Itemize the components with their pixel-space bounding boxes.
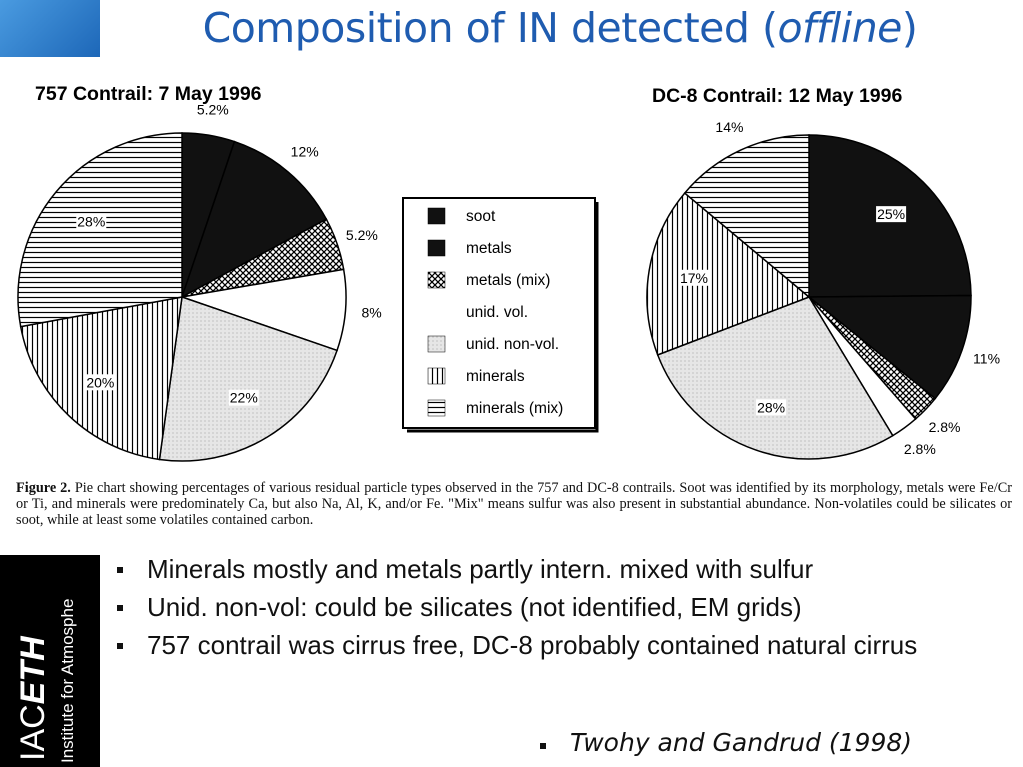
figure: soot metals metals (mix) unid. vol. unid. no…	[17, 83, 1000, 462]
logo-mark: IACETH	[14, 636, 53, 761]
label-bg	[756, 399, 787, 416]
bullet: Unid. non-vol: could be silicates (not i…	[113, 588, 1013, 626]
reference: Twohy and Gandrud (1998)	[538, 728, 912, 757]
bullet: Minerals mostly and metals partly intern…	[113, 550, 1013, 588]
legend-key	[427, 271, 446, 289]
value-label: 2.8%	[929, 419, 961, 435]
legend-key	[427, 399, 446, 417]
value-label: 17%	[680, 270, 708, 286]
pie-slice	[806, 294, 972, 400]
value-label: 12%	[291, 144, 319, 160]
value-label: 2.8%	[904, 441, 936, 457]
title-text: Composition of IN detected (	[202, 4, 778, 52]
logo-iac: IAC	[14, 704, 52, 761]
reference-text: Twohy and Gandrud (1998)	[570, 728, 913, 757]
value-label: 5.2%	[346, 227, 378, 243]
slide-title: Composition of IN detected (offline)	[0, 4, 1023, 52]
figure-caption: Figure 2. Pie chart showing percentages …	[16, 480, 1012, 528]
label-bg	[678, 269, 709, 286]
label-bg	[76, 213, 107, 230]
value-label: 28%	[77, 213, 105, 229]
value-label: 11%	[973, 351, 1000, 367]
pie-title: DC-8 Contrail: 12 May 1996	[652, 85, 902, 107]
legend-label: minerals (mix)	[466, 400, 563, 417]
value-label: 22%	[230, 390, 258, 406]
legend-key	[427, 239, 446, 257]
legend-key	[428, 304, 445, 320]
logo: IACETH Institute for Atmosphe	[0, 555, 100, 767]
label-bg	[876, 206, 907, 223]
value-label: 28%	[757, 399, 785, 415]
pie-slice	[656, 296, 894, 460]
legend-shadow	[407, 202, 599, 433]
pie-slice	[646, 192, 811, 356]
legend-label: minerals	[466, 368, 525, 385]
legend-label: metals	[466, 240, 512, 257]
legend-key	[427, 335, 446, 353]
caption-label: Figure 2.	[16, 480, 71, 496]
corner-block	[0, 0, 100, 57]
bullet: 757 contrail was cirrus free, DC-8 proba…	[113, 626, 1013, 664]
legend-label: unid. non-vol.	[466, 336, 559, 353]
title-end: )	[901, 4, 918, 52]
label-bg	[85, 374, 116, 391]
pie-slice	[158, 295, 339, 462]
logo-institute: Institute for Atmosphe	[58, 598, 77, 763]
legend-label: soot	[466, 208, 496, 225]
legend-label: metals (mix)	[466, 272, 550, 289]
value-label: 8%	[361, 304, 381, 320]
legend-key	[427, 207, 446, 225]
pie-slice	[17, 132, 183, 328]
value-label: 5.2%	[197, 101, 229, 117]
legend-key	[427, 367, 446, 385]
pie-slice	[180, 140, 328, 299]
label-bg	[228, 389, 259, 406]
legend-label: unid. vol.	[466, 304, 528, 321]
value-label: 20%	[86, 374, 114, 390]
pie-title: 757 Contrail: 7 May 1996	[35, 83, 262, 105]
bullet-list: Minerals mostly and metals partly intern…	[113, 550, 1013, 664]
caption-text: Pie chart showing percentages of various…	[16, 480, 1012, 528]
logo-eth: ETH	[14, 636, 52, 705]
pie-slice	[683, 134, 810, 299]
value-label: 14%	[715, 119, 743, 135]
title-italic: offline	[777, 4, 902, 52]
value-label: 25%	[877, 206, 905, 222]
